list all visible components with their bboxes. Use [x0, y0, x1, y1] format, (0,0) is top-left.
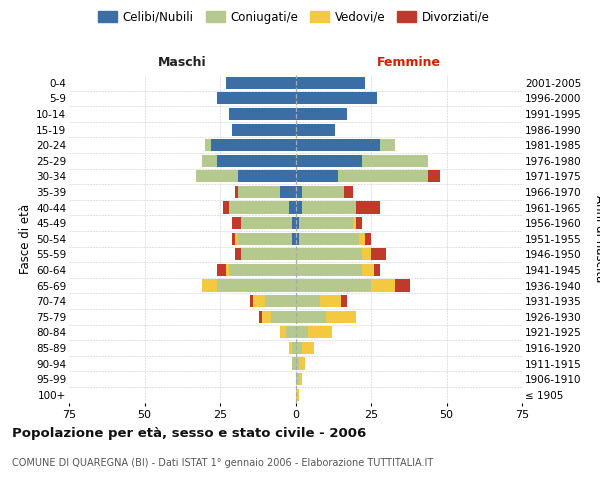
Bar	[296, 170, 338, 182]
Bar	[202, 154, 217, 167]
Bar	[359, 232, 365, 245]
Bar	[241, 217, 292, 229]
Bar	[238, 186, 280, 198]
Bar	[296, 186, 302, 198]
Bar	[229, 108, 296, 120]
Bar	[353, 217, 356, 229]
Bar	[362, 264, 374, 276]
Bar	[299, 373, 302, 385]
Bar	[296, 280, 371, 291]
Bar	[296, 108, 347, 120]
Bar	[202, 280, 217, 291]
Bar	[320, 295, 341, 307]
Bar	[229, 202, 289, 213]
Bar	[292, 217, 296, 229]
Bar	[374, 264, 380, 276]
Bar	[217, 264, 226, 276]
Bar	[238, 232, 292, 245]
Bar	[259, 310, 262, 323]
Bar	[223, 202, 229, 213]
Bar	[356, 217, 362, 229]
Bar	[238, 170, 296, 182]
Bar	[250, 295, 253, 307]
Bar	[229, 264, 296, 276]
Y-axis label: Anni di nascita: Anni di nascita	[593, 195, 600, 282]
Bar	[296, 154, 362, 167]
Bar	[296, 388, 299, 401]
Bar	[338, 170, 428, 182]
Bar	[395, 280, 410, 291]
Bar	[371, 248, 386, 260]
Bar	[286, 326, 296, 338]
Text: Femmine: Femmine	[377, 56, 441, 69]
Bar	[253, 295, 265, 307]
Bar	[296, 295, 320, 307]
Bar	[280, 186, 296, 198]
Bar	[232, 217, 241, 229]
Text: COMUNE DI QUAREGNA (BI) - Dati ISTAT 1° gennaio 2006 - Elaborazione TUTTITALIA.I: COMUNE DI QUAREGNA (BI) - Dati ISTAT 1° …	[12, 458, 433, 468]
Bar	[289, 202, 296, 213]
Text: Maschi: Maschi	[158, 56, 206, 69]
Bar	[296, 232, 299, 245]
Bar	[380, 139, 395, 151]
Bar	[292, 232, 296, 245]
Bar	[302, 186, 344, 198]
Bar	[302, 342, 314, 354]
Bar	[296, 202, 302, 213]
Bar	[371, 280, 395, 291]
Bar	[217, 280, 296, 291]
Bar	[296, 358, 299, 370]
Bar	[296, 139, 380, 151]
Bar	[428, 170, 440, 182]
Bar	[308, 326, 332, 338]
Bar	[341, 295, 347, 307]
Y-axis label: Fasce di età: Fasce di età	[19, 204, 32, 274]
Bar	[356, 202, 380, 213]
Legend: Celibi/Nubili, Coniugati/e, Vedovi/e, Divorziati/e: Celibi/Nubili, Coniugati/e, Vedovi/e, Di…	[93, 6, 495, 28]
Bar	[235, 186, 238, 198]
Bar	[235, 248, 241, 260]
Bar	[296, 264, 362, 276]
Bar	[302, 202, 356, 213]
Bar	[280, 326, 286, 338]
Bar	[235, 232, 238, 245]
Bar	[196, 170, 238, 182]
Bar	[241, 248, 296, 260]
Bar	[262, 310, 271, 323]
Bar	[292, 358, 296, 370]
Bar	[211, 139, 296, 151]
Bar	[362, 248, 371, 260]
Bar	[296, 92, 377, 104]
Bar	[299, 358, 305, 370]
Bar	[271, 310, 296, 323]
Bar	[205, 139, 211, 151]
Bar	[265, 295, 296, 307]
Bar	[296, 342, 302, 354]
Bar	[296, 124, 335, 136]
Bar	[326, 310, 356, 323]
Bar	[232, 232, 235, 245]
Bar	[365, 232, 371, 245]
Bar	[292, 342, 296, 354]
Bar	[296, 326, 308, 338]
Bar	[217, 154, 296, 167]
Bar	[296, 76, 365, 89]
Bar	[226, 264, 229, 276]
Bar	[226, 76, 296, 89]
Bar	[289, 342, 292, 354]
Bar	[232, 124, 296, 136]
Bar	[217, 92, 296, 104]
Bar	[296, 217, 299, 229]
Bar	[296, 373, 299, 385]
Bar	[296, 310, 326, 323]
Bar	[296, 248, 362, 260]
Bar	[299, 232, 359, 245]
Text: Popolazione per età, sesso e stato civile - 2006: Popolazione per età, sesso e stato civil…	[12, 428, 366, 440]
Bar	[344, 186, 353, 198]
Bar	[299, 217, 353, 229]
Bar	[362, 154, 428, 167]
